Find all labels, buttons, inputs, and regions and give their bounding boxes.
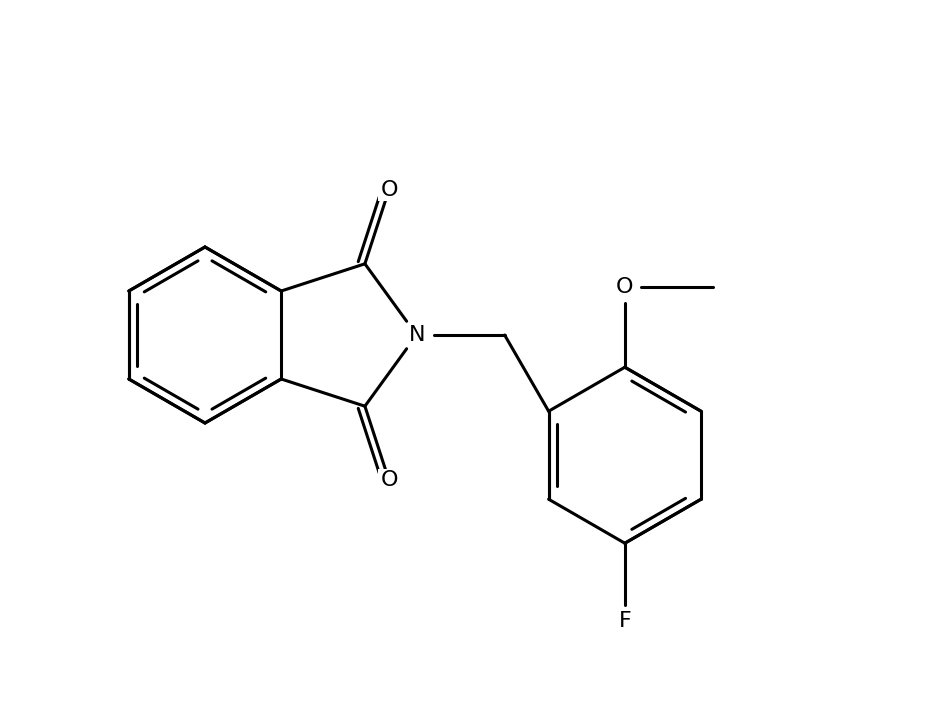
Text: F: F	[617, 611, 630, 631]
Text: O: O	[380, 180, 398, 200]
Text: N: N	[408, 325, 425, 345]
Text: O: O	[616, 277, 633, 298]
Text: O: O	[380, 470, 398, 491]
